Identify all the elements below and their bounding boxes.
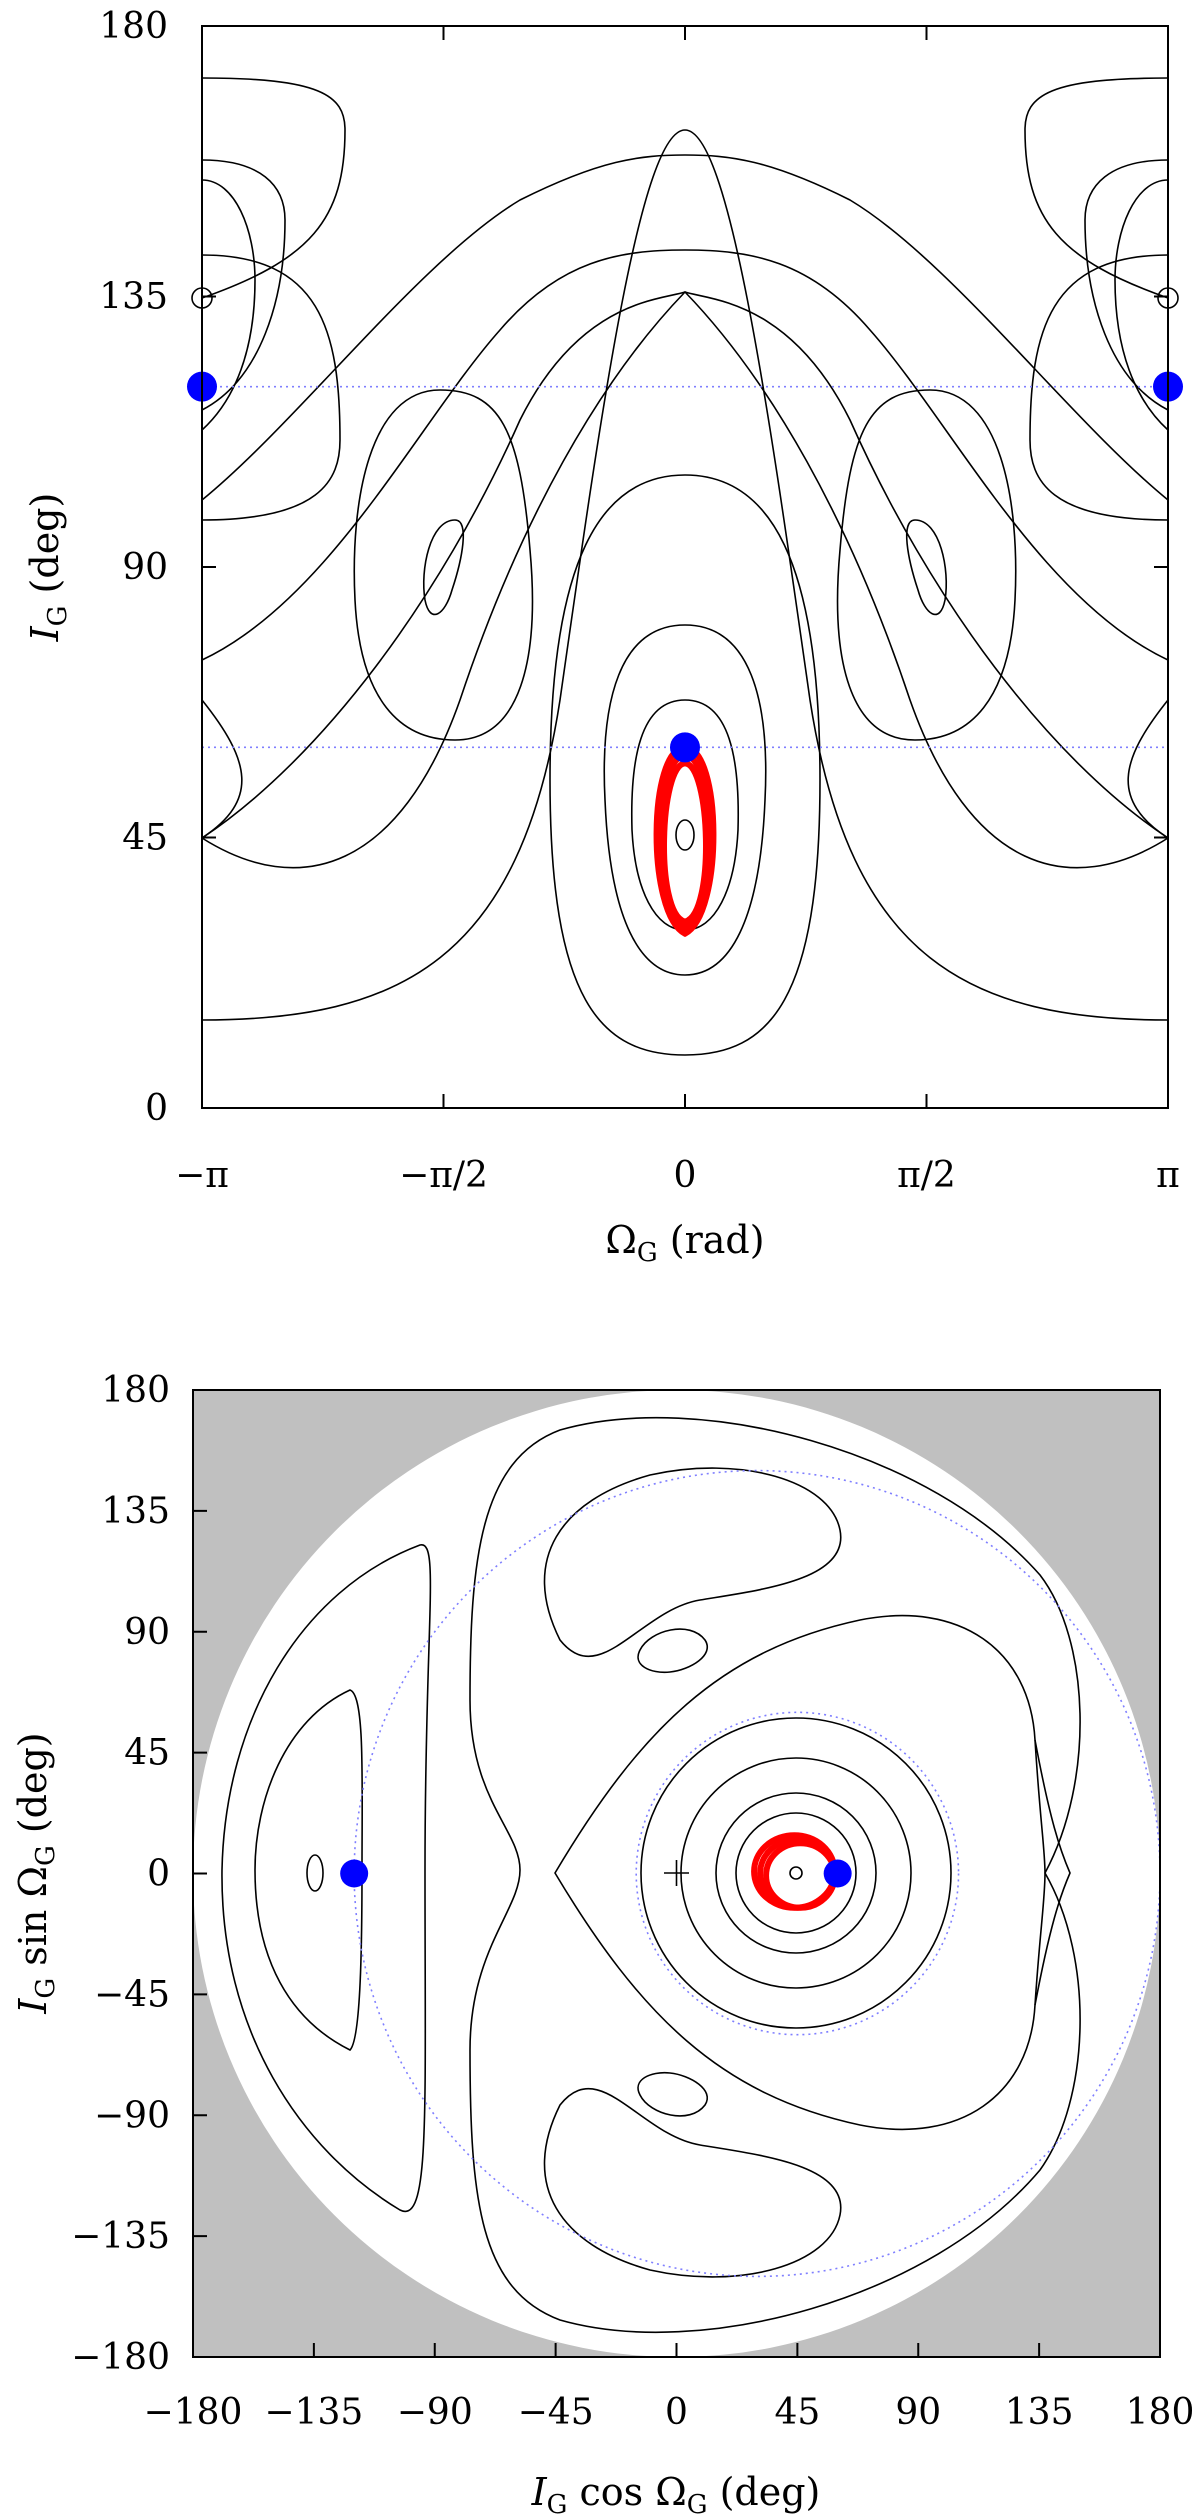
contour-band-top [201, 77, 346, 299]
bottom-y-tick-label-5: 45 [124, 1733, 170, 1774]
top-x-tick-label-2: 0 [674, 1155, 697, 1196]
contour-arch-outer [201, 129, 1169, 1021]
contour-band-top-right [1024, 77, 1169, 299]
contour-lower-lobe [543, 2088, 842, 2278]
top-x-tick-label-0: −π [175, 1155, 229, 1196]
bottom-y-tick-label-0: −180 [71, 2337, 170, 2378]
contour-right-lobe-mid [1114, 179, 1169, 431]
top-panel: −π −π/2 0 π/2 π 0 45 90 135 180 ΩG (rad) IG (deg) [23, 6, 1183, 1268]
contour-lobe-left-core [422, 519, 465, 616]
top-x-axis-label: ΩG (rad) [605, 1218, 764, 1268]
contour-saddle-left-edge [201, 699, 243, 839]
contour-lower-lobe-core [637, 2071, 708, 2117]
top-red-orbit-loop-0 [653, 744, 717, 938]
top-y-tick-label-4: 180 [99, 6, 168, 47]
contour-separatrix-inner [554, 1614, 1046, 2131]
top-x-tick-label-3: π/2 [897, 1155, 956, 1196]
top-y-axis-label: IG (deg) [23, 493, 73, 643]
bottom-x-tick-label-1: −135 [264, 2392, 363, 2433]
top-y-tick-label-0: 0 [145, 1088, 168, 1129]
contour-well-core [675, 819, 695, 851]
contour-lobe-left [353, 389, 534, 741]
contour-separatrix-lower [201, 290, 1169, 869]
bottom-x-axis-label: IG cos ΩG (deg) [531, 2470, 821, 2519]
contour-upper-lobe [543, 1467, 842, 1657]
contour-left-core [306, 1854, 324, 1892]
bottom-y-tick-label-7: 135 [101, 1491, 170, 1532]
contour-left-lobe-inner [201, 159, 286, 411]
bottom-x-tick-label-8: 180 [1126, 2392, 1195, 2433]
contour-well-mid [603, 624, 767, 976]
bottom-y-axis-label: IG sin ΩG (deg) [11, 1732, 61, 2014]
bottom-contours [221, 1416, 1081, 2334]
contour-arch-mid [201, 249, 1169, 661]
contour-arch-wide [201, 154, 1169, 501]
top-y-tick-label-2: 90 [122, 547, 168, 588]
contour-right-lobe-inner [1084, 159, 1169, 411]
bottom-blue-point-0 [340, 1859, 369, 1888]
bottom-reference-circle-0 [635, 1711, 960, 2036]
top-red-orbit-loop-2 [661, 760, 709, 925]
top-red-orbit [653, 744, 717, 938]
top-blue-points [187, 371, 1183, 763]
contour-lobe-right-core [905, 519, 948, 616]
contour-left-lobe-big [201, 254, 341, 521]
contour-lobe-right [836, 389, 1017, 741]
contour-right-cusp [1034, 1739, 1071, 2006]
contour-left-lobe-mid [201, 179, 256, 431]
bottom-ticks: −180 −135 −90 −45 0 45 90 135 180 −180 −135 −90 −45 0… [71, 1370, 1194, 2433]
bottom-x-tick-label-3: −45 [518, 2392, 594, 2433]
contour-center-wave [469, 1416, 1081, 2334]
contour-saddle-right-edge [1127, 699, 1169, 839]
bottom-x-tick-label-2: −90 [397, 2392, 473, 2433]
bottom-x-tick-label-4: 0 [665, 2392, 688, 2433]
bottom-y-tick-label-2: −90 [94, 2095, 170, 2136]
bottom-y-tick-label-6: 90 [124, 1612, 170, 1653]
contour-ring-4 [640, 1717, 952, 2029]
top-contours [191, 77, 1179, 1056]
top-y-tick-label-1: 45 [122, 818, 168, 859]
contour-ring-0 [789, 1866, 803, 1880]
top-red-orbit-loop-1 [657, 752, 713, 931]
bottom-y-tick-label-1: −135 [71, 2216, 170, 2257]
bottom-y-tick-label-4: 0 [147, 1854, 170, 1895]
contour-ring-1 [735, 1812, 857, 1934]
contour-left-kidney-inner [254, 1689, 364, 2051]
bottom-x-tick-label-6: 90 [895, 2392, 941, 2433]
bottom-blue-points [340, 1859, 852, 1888]
contour-right-lobe-big [1029, 254, 1169, 521]
top-x-tick-label-4: π [1156, 1155, 1180, 1196]
top-plot-frame [201, 25, 1169, 1109]
contour-well-outer [549, 474, 821, 1056]
contour-ring-2 [715, 1792, 877, 1954]
contour-left-kidney-outer [221, 1544, 432, 2213]
bottom-y-tick-label-3: −45 [94, 1974, 170, 2015]
top-y-tick-label-3: 135 [99, 277, 168, 318]
bottom-y-tick-label-8: 180 [101, 1370, 170, 1411]
contour-upper-lobe-core [637, 1628, 708, 1674]
bottom-x-tick-label-7: 135 [1005, 2392, 1074, 2433]
bottom-x-tick-label-5: 45 [774, 2392, 820, 2433]
top-reference-lines [202, 385, 1168, 749]
bottom-panel: −180 −135 −90 −45 0 45 90 135 180 −180 −135 −90 −45 0… [11, 1370, 1194, 2519]
top-ticks: −π −π/2 0 π/2 π 0 45 90 135 180 [99, 6, 1180, 1196]
top-x-tick-label-1: −π/2 [399, 1155, 488, 1196]
bottom-x-tick-label-0: −180 [144, 2392, 243, 2433]
bottom-blue-point-1 [823, 1859, 852, 1888]
origin-cross [664, 1860, 689, 1886]
top-blue-point-2 [670, 732, 700, 763]
